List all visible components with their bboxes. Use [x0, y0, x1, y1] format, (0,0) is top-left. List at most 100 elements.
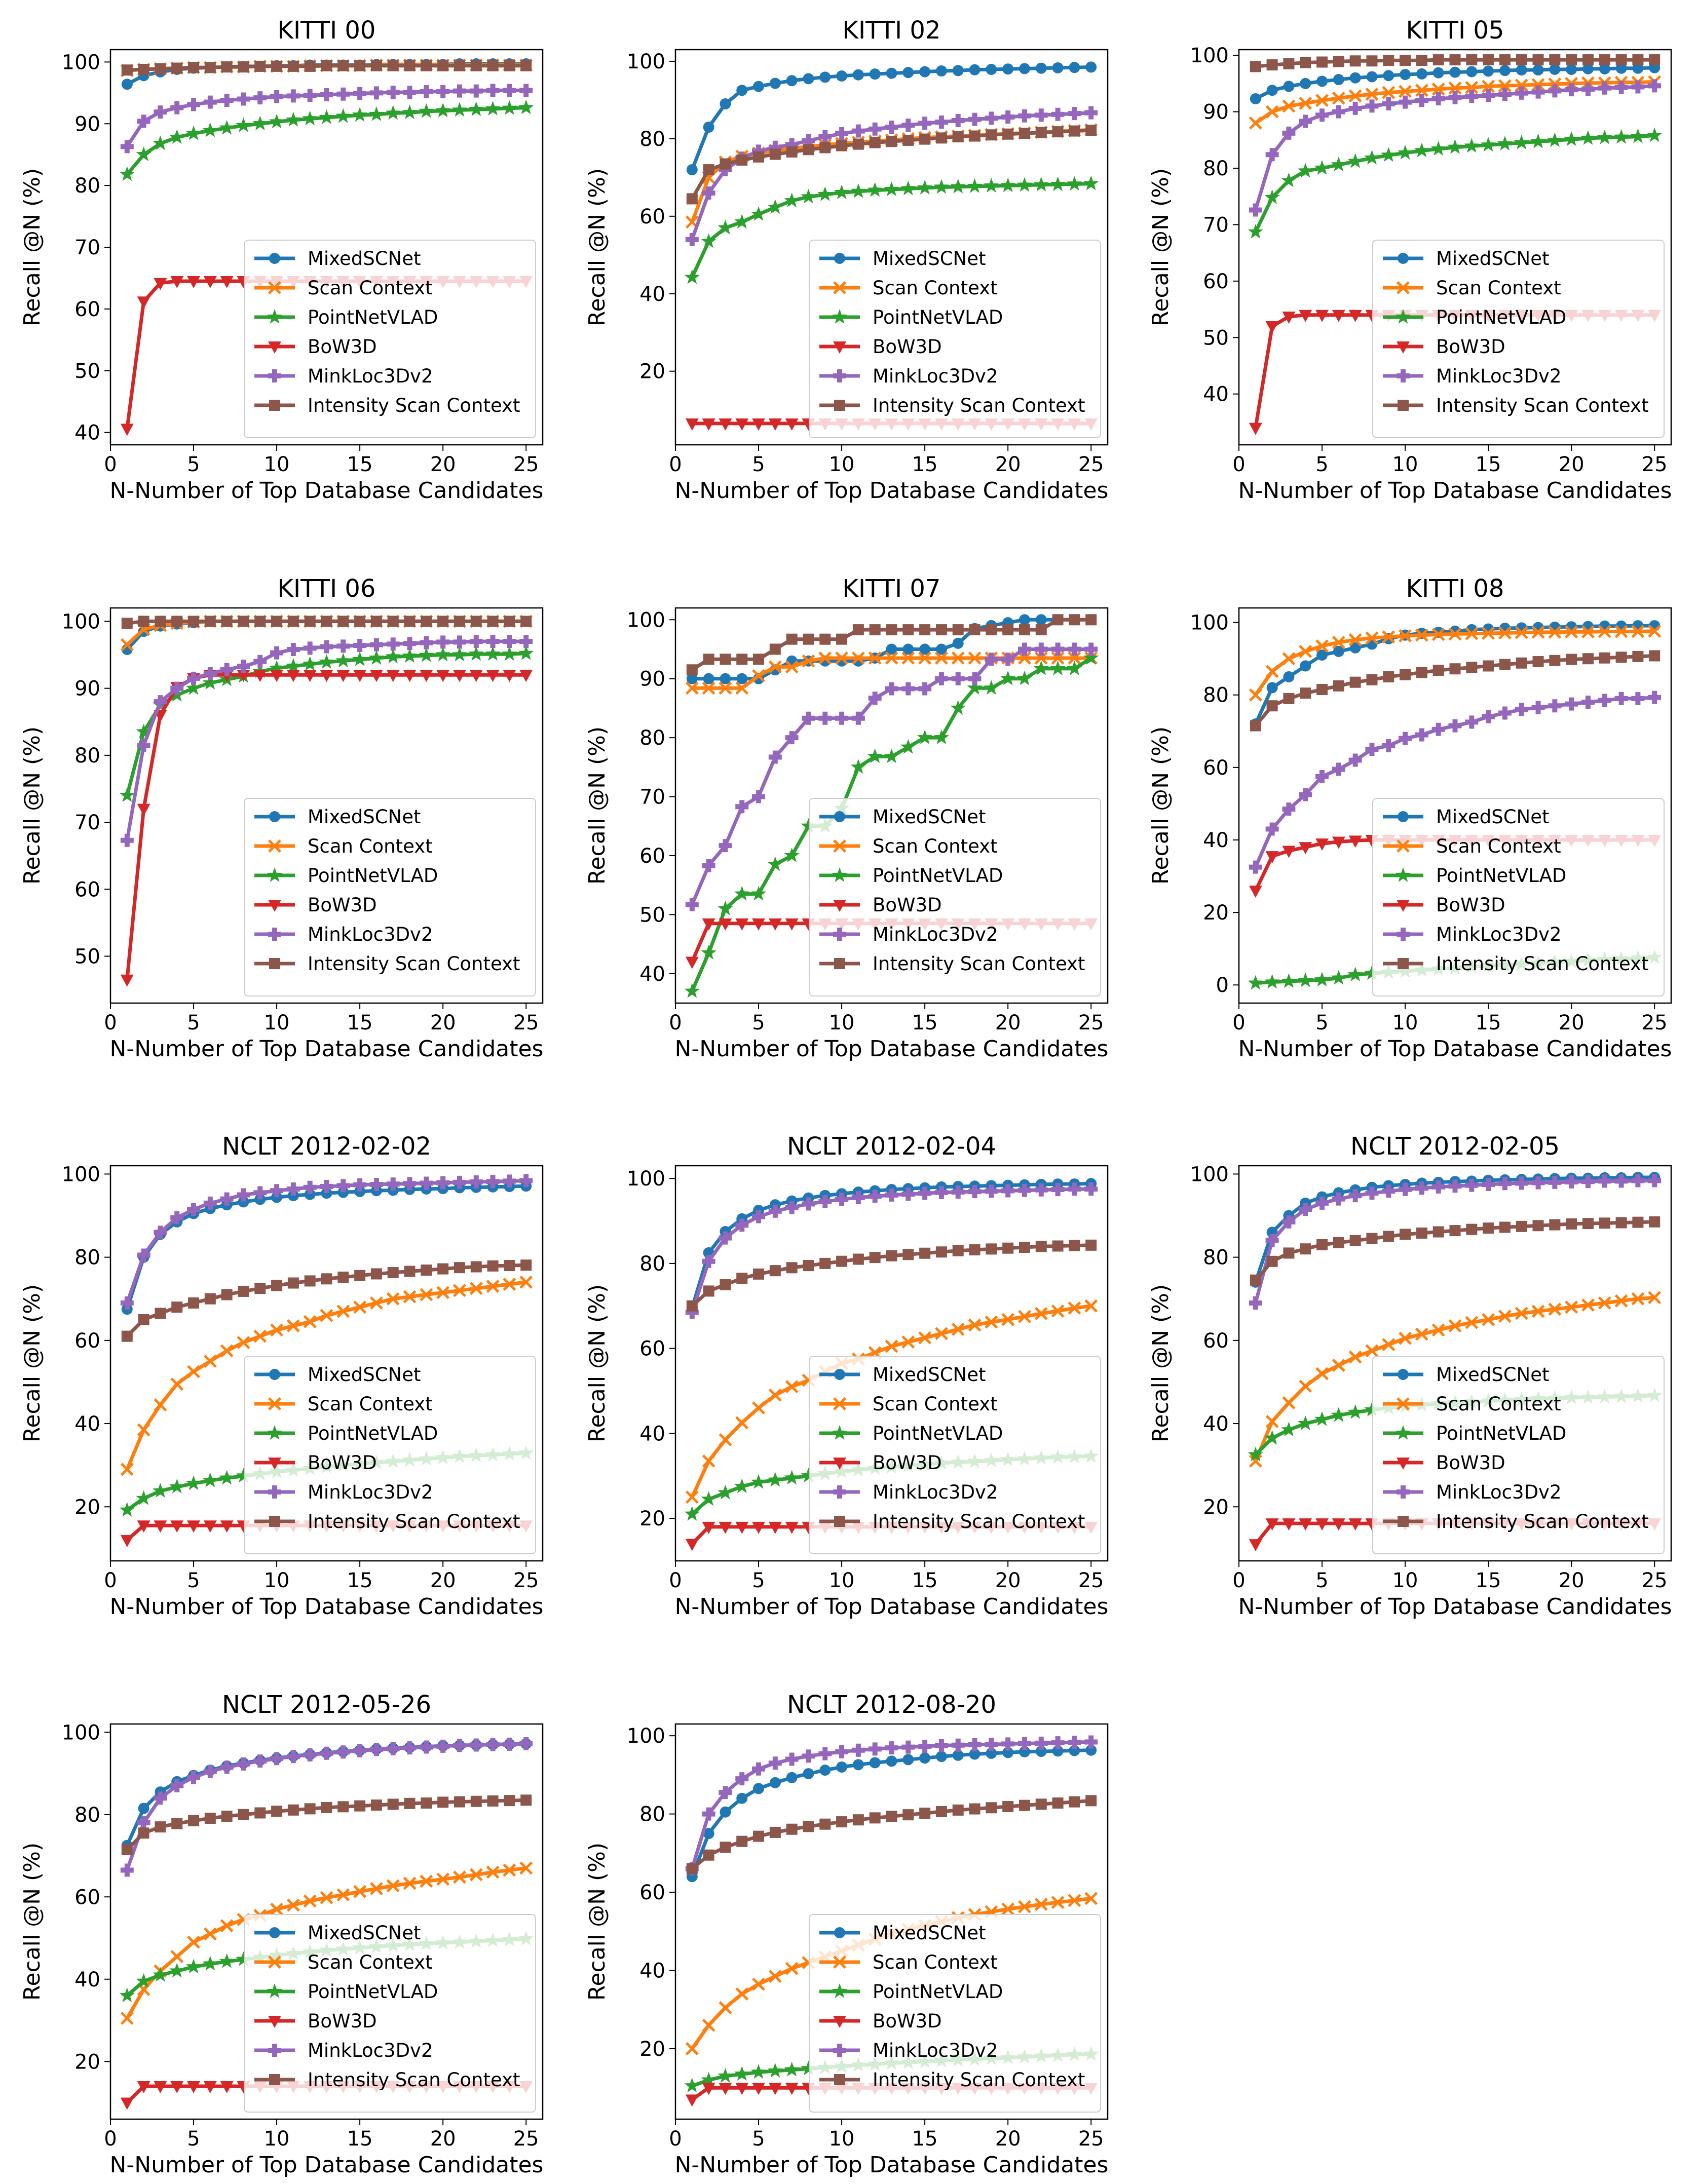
data-point: [221, 61, 233, 73]
data-point: [320, 1891, 333, 1904]
legend-item-mixedscnet: MixedSCNet: [819, 806, 986, 828]
data-point: [452, 1175, 466, 1189]
data-point: [684, 2078, 700, 2093]
legend-box: [809, 240, 1101, 438]
legend-label: PointNetVLAD: [308, 1981, 438, 2003]
data-point: [386, 1292, 400, 1306]
data-point: [1282, 846, 1296, 858]
data-point: [1416, 1228, 1427, 1239]
data-point: [1598, 81, 1611, 95]
data-point: [336, 670, 350, 682]
data-point: [1002, 63, 1014, 75]
data-point: [919, 1808, 931, 1819]
data-point: [520, 1794, 532, 1806]
x-tick-label: 15: [347, 453, 373, 476]
data-point: [1498, 1177, 1512, 1191]
legend-marker: [1397, 1397, 1410, 1410]
data-point: [836, 1255, 848, 1267]
legend-item-pointnetvlad: PointNetVLAD: [819, 1981, 1003, 2003]
data-point: [886, 1250, 897, 1261]
data-point: [702, 1454, 715, 1468]
y-tick-label: 100: [1190, 44, 1229, 67]
x-tick-label: 5: [187, 1011, 200, 1034]
data-point: [1598, 694, 1611, 707]
legend-item-minkloc3dv2: MinkLoc3Dv2: [819, 2040, 998, 2061]
data-point: [1614, 1174, 1628, 1188]
data-point: [1052, 1797, 1064, 1809]
data-point: [1515, 626, 1528, 639]
data-point: [1632, 620, 1644, 632]
data-point: [119, 787, 135, 802]
legend-label: MixedSCNet: [873, 806, 986, 828]
data-point: [802, 1197, 815, 1211]
data-point: [302, 110, 318, 126]
data-point: [753, 151, 765, 163]
data-point: [952, 1749, 964, 1761]
legend-item-mixedscnet: MixedSCNet: [1383, 1364, 1549, 1386]
data-point: [1563, 131, 1579, 146]
data-point: [1466, 1223, 1478, 1235]
data-point: [336, 1179, 350, 1193]
data-point: [486, 1738, 500, 1751]
data-point: [370, 616, 382, 627]
data-point: [886, 1755, 897, 1767]
data-point: [468, 101, 484, 117]
data-point: [1331, 157, 1347, 172]
data-point: [1649, 650, 1661, 662]
data-point: [337, 1801, 349, 1813]
legend-marker: [268, 2044, 281, 2057]
data-point: [287, 1190, 299, 1202]
legend-label: BoW3D: [308, 1452, 377, 1474]
data-point: [1648, 624, 1662, 638]
x-tick-label: 20: [995, 453, 1021, 476]
y-tick-label: 60: [1203, 1329, 1229, 1353]
data-point: [935, 1246, 947, 1258]
legend-item-intensity-scan-context: Intensity Scan Context: [819, 953, 1085, 975]
data-point: [170, 1520, 184, 1533]
legend-box: [809, 1356, 1101, 1554]
data-point: [750, 206, 767, 221]
data-point: [170, 681, 184, 695]
data-point: [238, 1809, 249, 1820]
data-point: [802, 134, 815, 147]
data-point: [304, 616, 316, 627]
data-point: [270, 1902, 284, 1916]
data-point: [369, 638, 383, 652]
data-point: [1083, 650, 1099, 665]
legend-item-minkloc3dv2: MinkLoc3Dv2: [819, 365, 998, 387]
legend-label: Intensity Scan Context: [873, 395, 1085, 416]
legend-label: MixedSCNet: [873, 248, 986, 270]
legend-marker: [267, 1425, 283, 1440]
data-point: [701, 2072, 716, 2087]
series-minkloc3dv2: [1249, 1174, 1662, 1310]
data-point: [868, 651, 882, 665]
data-point: [421, 60, 432, 71]
data-point: [1033, 176, 1049, 191]
data-point: [901, 1335, 915, 1349]
data-point: [686, 193, 698, 205]
data-point: [933, 179, 950, 194]
legend-marker: [267, 309, 283, 324]
x-tick-label: 10: [264, 2127, 290, 2151]
data-point: [769, 1777, 781, 1788]
data-point: [504, 1795, 515, 1807]
data-point: [154, 1791, 167, 1805]
legend-item-mixedscnet: MixedSCNet: [254, 248, 421, 270]
y-tick-label: 20: [639, 1507, 665, 1530]
data-point: [220, 1760, 234, 1774]
legend-marker: [834, 2074, 845, 2085]
data-point: [437, 60, 449, 71]
data-point: [1333, 74, 1344, 86]
data-point: [719, 839, 732, 853]
y-tick-label: 60: [639, 845, 665, 868]
data-point: [703, 654, 714, 665]
data-point: [403, 1177, 417, 1191]
legend-marker: [268, 900, 281, 912]
data-point: [154, 2081, 167, 2093]
data-point: [353, 1300, 367, 1314]
data-point: [901, 651, 915, 665]
data-point: [1035, 614, 1047, 626]
series-minkloc3dv2: [120, 84, 533, 154]
